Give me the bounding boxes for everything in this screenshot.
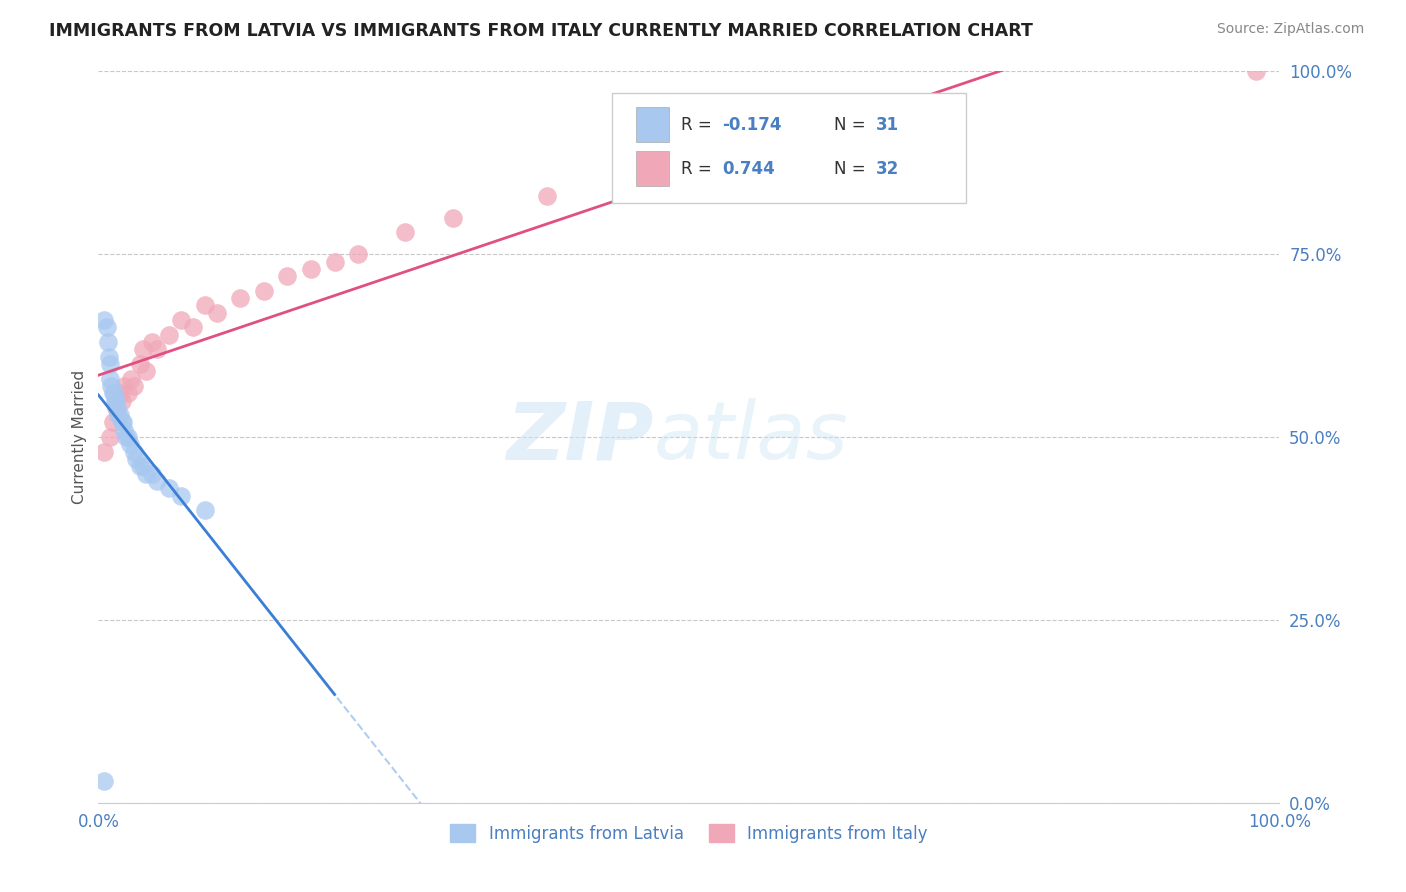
- Point: [93, 444, 115, 458]
- Point: [108, 408, 131, 422]
- Point: [114, 430, 136, 444]
- Point: [181, 320, 204, 334]
- Point: [146, 474, 169, 488]
- Text: N =: N =: [834, 160, 872, 178]
- Point: [619, 167, 641, 181]
- Point: [111, 416, 134, 430]
- Text: 0.744: 0.744: [723, 160, 775, 178]
- Point: [112, 423, 135, 437]
- Point: [170, 313, 193, 327]
- Point: [441, 211, 464, 225]
- Point: [128, 459, 150, 474]
- Text: N =: N =: [834, 116, 872, 134]
- Point: [98, 371, 121, 385]
- Point: [112, 416, 135, 430]
- Point: [125, 452, 148, 467]
- FancyBboxPatch shape: [636, 107, 669, 143]
- Text: -0.174: -0.174: [723, 116, 782, 134]
- Point: [98, 430, 121, 444]
- Text: R =: R =: [681, 160, 717, 178]
- Point: [205, 306, 228, 320]
- Point: [394, 225, 416, 239]
- Point: [101, 416, 124, 430]
- Text: Source: ZipAtlas.com: Source: ZipAtlas.com: [1216, 22, 1364, 37]
- Point: [536, 188, 558, 202]
- Text: ZIP: ZIP: [506, 398, 654, 476]
- Point: [93, 773, 115, 788]
- Point: [117, 430, 139, 444]
- Legend: Immigrants from Latvia, Immigrants from Italy: Immigrants from Latvia, Immigrants from …: [444, 818, 934, 849]
- Text: 32: 32: [876, 160, 898, 178]
- Point: [105, 401, 128, 415]
- Text: 31: 31: [876, 116, 898, 134]
- Point: [146, 343, 169, 357]
- Point: [98, 350, 121, 364]
- Point: [748, 137, 770, 152]
- Point: [253, 284, 276, 298]
- Point: [194, 298, 217, 312]
- Point: [96, 320, 118, 334]
- Point: [347, 247, 370, 261]
- Text: atlas: atlas: [654, 398, 848, 476]
- Point: [299, 261, 322, 276]
- Text: IMMIGRANTS FROM LATVIA VS IMMIGRANTS FROM ITALY CURRENTLY MARRIED CORRELATION CH: IMMIGRANTS FROM LATVIA VS IMMIGRANTS FRO…: [49, 22, 1033, 40]
- Point: [107, 408, 129, 422]
- Point: [117, 386, 139, 401]
- Point: [121, 371, 143, 385]
- Point: [229, 291, 252, 305]
- Point: [105, 401, 128, 415]
- Point: [103, 386, 125, 401]
- Point: [100, 379, 122, 393]
- Point: [1244, 64, 1267, 78]
- Text: R =: R =: [681, 116, 717, 134]
- Point: [141, 334, 163, 349]
- Point: [135, 467, 157, 481]
- Point: [104, 393, 127, 408]
- Point: [98, 357, 121, 371]
- Point: [105, 393, 128, 408]
- Point: [157, 327, 180, 342]
- Point: [112, 379, 135, 393]
- Point: [157, 481, 180, 495]
- Point: [276, 269, 298, 284]
- Point: [122, 444, 145, 458]
- Point: [135, 364, 157, 378]
- Point: [120, 437, 142, 451]
- Point: [194, 503, 217, 517]
- Point: [108, 386, 131, 401]
- Point: [323, 254, 346, 268]
- Point: [93, 313, 115, 327]
- Point: [141, 467, 163, 481]
- Y-axis label: Currently Married: Currently Married: [72, 370, 87, 504]
- Point: [132, 459, 155, 474]
- Point: [101, 386, 124, 401]
- Point: [128, 357, 150, 371]
- FancyBboxPatch shape: [612, 94, 966, 203]
- Point: [170, 489, 193, 503]
- FancyBboxPatch shape: [636, 151, 669, 186]
- Point: [132, 343, 155, 357]
- Point: [122, 379, 145, 393]
- Point: [97, 334, 120, 349]
- Point: [111, 393, 134, 408]
